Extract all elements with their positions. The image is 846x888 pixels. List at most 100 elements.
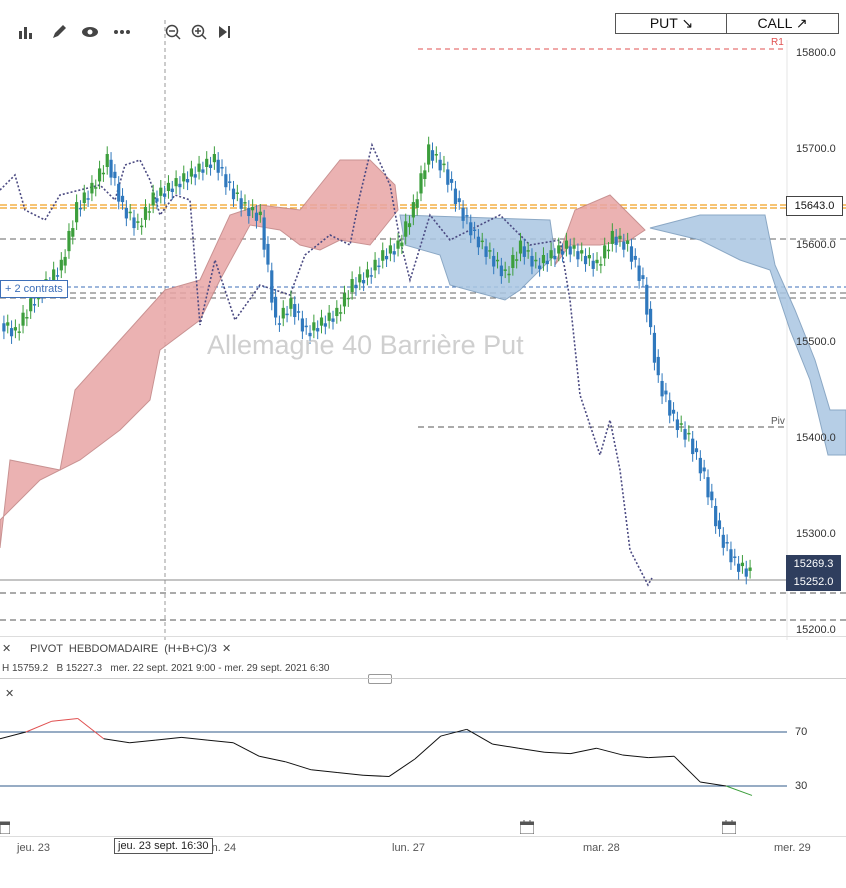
- candle-body: [629, 246, 634, 262]
- rsi-segment: [648, 755, 675, 759]
- candle-body: [365, 269, 370, 278]
- candle-body: [90, 182, 94, 194]
- zoom-in-icon[interactable]: [189, 22, 209, 42]
- candle-body: [6, 322, 10, 326]
- candle-body: [691, 438, 695, 455]
- candle-body: [354, 284, 358, 289]
- candle-body: [2, 323, 6, 332]
- eye-icon[interactable]: [80, 22, 100, 42]
- watermark: Allemagne 40 Barrière Put: [207, 330, 524, 360]
- candle-body: [312, 322, 316, 331]
- rsi-segment: [155, 736, 182, 741]
- candle-body: [151, 192, 155, 206]
- candle-body: [706, 477, 710, 498]
- rsi-segment: [363, 774, 389, 778]
- candle-body: [664, 390, 668, 395]
- candle-body: [384, 255, 389, 260]
- candle-body: [78, 207, 83, 210]
- candle-body: [266, 243, 270, 265]
- candle-body: [560, 251, 565, 255]
- ask-price-tag: 15252.0: [786, 573, 841, 591]
- candle-body: [622, 241, 626, 250]
- candle-body: [427, 144, 431, 165]
- x-label-2: lun. 27: [392, 842, 426, 854]
- rsi-chart[interactable]: [0, 680, 846, 830]
- candle-body: [404, 221, 408, 237]
- pane-resize-handle[interactable]: [368, 674, 392, 684]
- candle-body: [163, 193, 167, 197]
- rsi-segment: [673, 755, 701, 783]
- close-icon[interactable]: ✕: [222, 643, 232, 655]
- candle-body: [530, 255, 534, 267]
- candle-body: [350, 279, 354, 293]
- candle-body: [113, 171, 117, 179]
- pencil-icon[interactable]: [49, 22, 69, 42]
- candle-body: [128, 211, 132, 214]
- position-label[interactable]: + 2 contrats: [0, 280, 68, 298]
- close-icon[interactable]: ✕: [2, 643, 12, 655]
- candle-body: [178, 183, 182, 188]
- put-button[interactable]: PUT ↘: [615, 13, 728, 34]
- candle-body: [541, 254, 546, 264]
- candle-body: [339, 312, 343, 314]
- candle-body: [522, 246, 526, 257]
- candle-body: [545, 260, 549, 265]
- candle-body: [633, 255, 637, 260]
- candle-body: [534, 259, 538, 262]
- candle-body: [553, 255, 557, 260]
- candle-body: [453, 188, 458, 205]
- kijun-line: [0, 142, 653, 587]
- candle-body: [9, 328, 14, 337]
- bar-chart-icon[interactable]: [16, 22, 36, 42]
- y-tick-label: 15200.0: [796, 624, 836, 636]
- candle-body: [86, 198, 90, 200]
- candle-body: [480, 240, 484, 243]
- candle-body: [331, 318, 335, 322]
- candle-body: [499, 265, 503, 277]
- zoom-out-icon[interactable]: [163, 22, 183, 42]
- candle-body: [603, 245, 607, 259]
- y-tick-label: 15800.0: [796, 47, 836, 59]
- candle-body: [694, 448, 699, 453]
- rsi-segment: [103, 738, 130, 744]
- candle-body: [346, 297, 350, 300]
- candle-body: [182, 173, 186, 182]
- play-icon[interactable]: [214, 22, 234, 42]
- candle-body: [419, 173, 423, 194]
- rsi-segment: [337, 772, 364, 776]
- more-icon[interactable]: [112, 22, 132, 42]
- rsi-segment: [51, 718, 78, 722]
- candle-body: [277, 323, 282, 325]
- candle-body: [388, 245, 392, 254]
- candle-body: [683, 429, 687, 440]
- candle-body: [289, 298, 293, 309]
- candle-body: [220, 166, 224, 169]
- candle-body: [725, 542, 729, 544]
- candle-body: [679, 423, 683, 425]
- candle-body: [55, 275, 60, 277]
- candle-body: [465, 215, 469, 217]
- candle-body: [737, 563, 741, 572]
- candle-body: [583, 255, 588, 265]
- x-label-0: jeu. 23: [17, 842, 51, 854]
- candle-body: [296, 311, 301, 313]
- rsi-segment: [414, 735, 442, 760]
- rsi-segment: [440, 728, 467, 737]
- close-icon[interactable]: ✕: [5, 688, 15, 700]
- candle-body: [648, 308, 653, 328]
- candle-body: [63, 256, 67, 266]
- rsi-segment: [129, 739, 156, 744]
- candle-body: [721, 534, 725, 548]
- candle-body: [75, 202, 79, 223]
- candle-body: [170, 188, 174, 192]
- candle-body: [618, 235, 622, 240]
- candle-body: [285, 313, 289, 316]
- r1-label: R1: [771, 37, 784, 48]
- candle-body: [308, 332, 312, 337]
- price-chart[interactable]: Allemagne 40 Barrière Put: [0, 0, 846, 640]
- candle-body: [710, 491, 714, 501]
- candle-body: [205, 158, 209, 167]
- candle-body: [335, 307, 339, 317]
- candle-body: [411, 202, 415, 218]
- call-button[interactable]: CALL ↗: [726, 13, 839, 34]
